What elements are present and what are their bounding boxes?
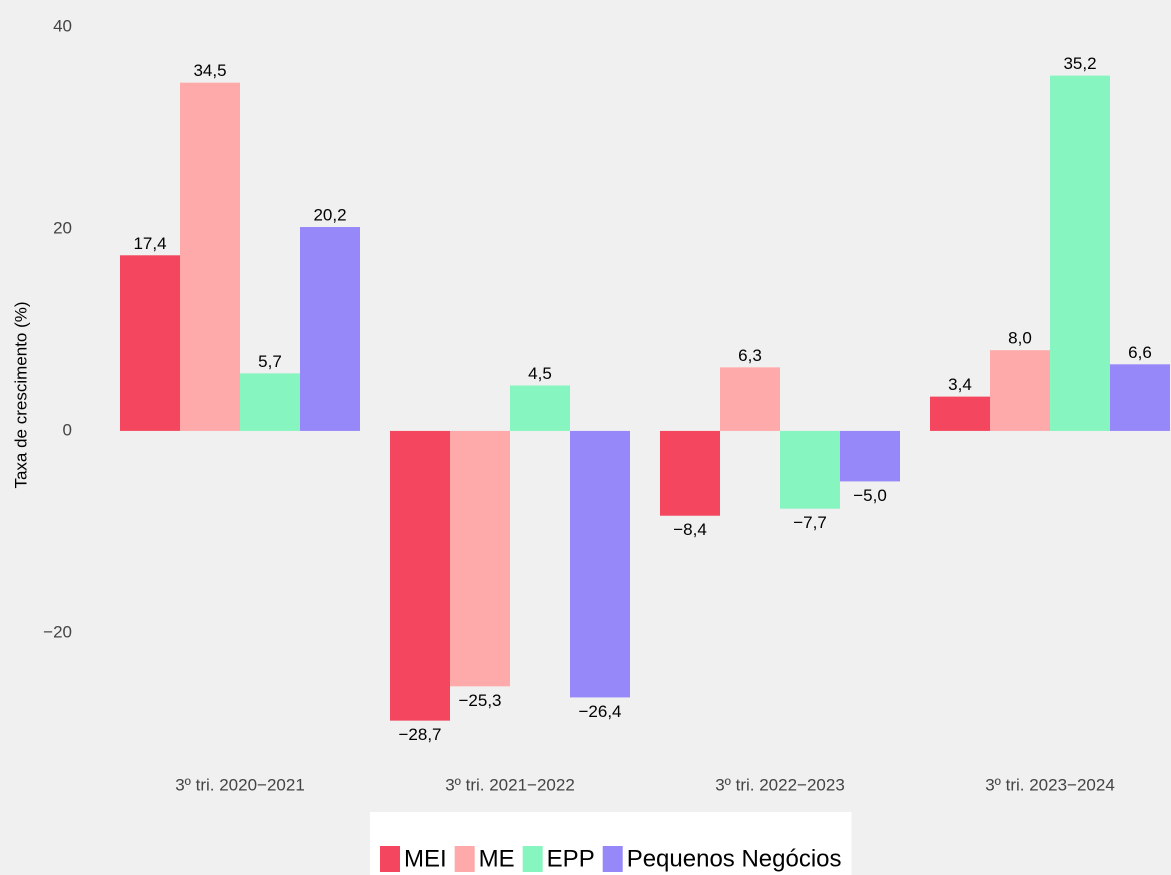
- data-label: 17,4: [133, 234, 166, 253]
- y-tick-label: −20: [43, 622, 72, 641]
- data-label: 34,5: [193, 61, 226, 80]
- x-tick-label: 3º tri. 2023−2024: [985, 775, 1115, 794]
- bar: [180, 82, 240, 431]
- bar: [570, 430, 630, 698]
- data-label: 3,4: [948, 375, 972, 394]
- data-label: −25,3: [458, 691, 501, 710]
- legend-swatch: [602, 846, 623, 872]
- y-tick-label: 40: [53, 17, 72, 36]
- bar: [780, 430, 840, 509]
- legend: MEI ME EPP Pequenos Negócios: [370, 812, 852, 875]
- legend-label: MEI: [404, 845, 447, 872]
- bar: [990, 350, 1050, 431]
- legend-label: Pequenos Negócios: [627, 845, 842, 872]
- y-axis-title: Taxa de crescimento (%): [11, 301, 30, 488]
- x-tick-label: 3º tri. 2021−2022: [445, 775, 575, 794]
- bar: [660, 430, 720, 516]
- bar: [1110, 364, 1170, 431]
- legend-label: ME: [479, 845, 515, 872]
- data-label: −7,7: [793, 513, 827, 532]
- legend-swatch: [522, 846, 543, 872]
- bar: [300, 227, 360, 431]
- y-tick-label: 20: [53, 219, 72, 238]
- bar: [930, 396, 990, 431]
- bar: [840, 430, 900, 482]
- bar: [390, 430, 450, 721]
- bar: [720, 367, 780, 431]
- data-label: 20,2: [313, 206, 346, 225]
- bar: [120, 255, 180, 431]
- bar: [1050, 75, 1110, 431]
- data-label: 4,5: [528, 364, 552, 383]
- data-label: 8,0: [1008, 329, 1032, 348]
- data-label: 35,2: [1063, 54, 1096, 73]
- legend-swatch: [380, 846, 400, 872]
- legend-label: EPP: [547, 845, 595, 872]
- y-tick-label: 0: [63, 420, 72, 439]
- data-label: 5,7: [258, 352, 282, 371]
- data-label: 6,6: [1128, 343, 1152, 362]
- data-label: −28,7: [398, 725, 441, 744]
- x-tick-label: 3º tri. 2022−2023: [715, 775, 845, 794]
- bar: [510, 385, 570, 431]
- data-label: 6,3: [738, 346, 762, 365]
- data-label: −8,4: [673, 520, 707, 539]
- x-tick-label: 3º tri. 2020−2021: [175, 775, 305, 794]
- data-label: −5,0: [853, 486, 887, 505]
- bar: [240, 373, 300, 431]
- bar: [450, 430, 510, 687]
- legend-swatch: [454, 846, 475, 872]
- data-label: −26,4: [578, 702, 621, 721]
